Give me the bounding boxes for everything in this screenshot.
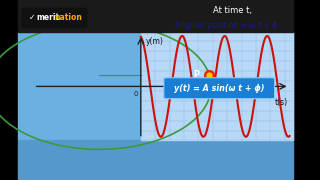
Text: Angular position = ω t + ϕ: Angular position = ω t + ϕ (175, 21, 277, 30)
Bar (18, 0, 293, 32)
Bar (18, 32, 293, 140)
Text: y(m): y(m) (146, 37, 164, 46)
Text: nation: nation (54, 13, 82, 22)
Text: o: o (134, 89, 138, 98)
FancyBboxPatch shape (21, 8, 87, 28)
Text: merit: merit (36, 13, 59, 22)
Bar (18, 140, 293, 180)
Text: At time t,: At time t, (213, 6, 252, 15)
Text: y(t) = A sin(ω t + ϕ): y(t) = A sin(ω t + ϕ) (174, 84, 264, 93)
Bar (141, 32, 293, 140)
Text: ✓: ✓ (29, 13, 35, 22)
Text: t(s): t(s) (275, 98, 288, 107)
Text: P: P (193, 70, 199, 79)
FancyBboxPatch shape (164, 78, 275, 99)
